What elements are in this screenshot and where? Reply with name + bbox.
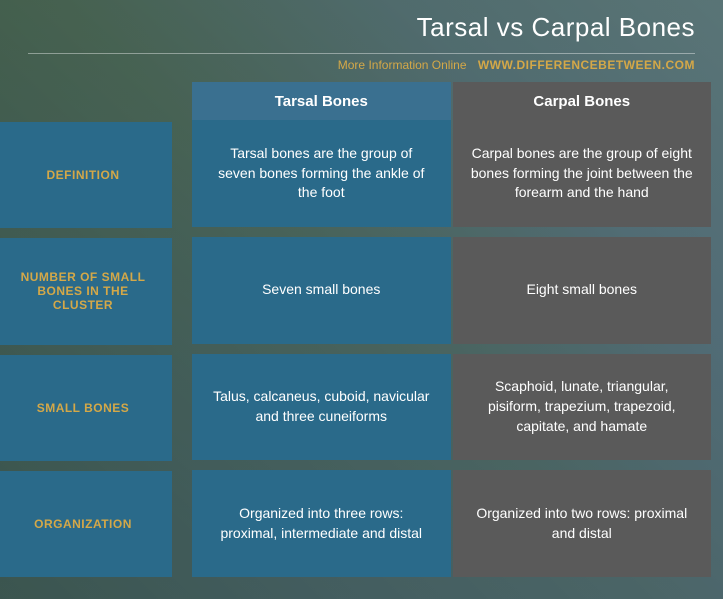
cell-tarsal-definition: Tarsal bones are the group of seven bone… bbox=[192, 120, 451, 227]
row-label-small-bones: SMALL BONES bbox=[0, 355, 172, 461]
cell-tarsal-organization: Organized into three rows: proximal, int… bbox=[192, 470, 451, 577]
header-divider bbox=[28, 53, 695, 54]
row-labels-column: DEFINITION NUMBER OF SMALL BONES IN THE … bbox=[0, 82, 172, 587]
cell-carpal-definition: Carpal bones are the group of eight bone… bbox=[453, 120, 712, 227]
cell-carpal-small-bones: Scaphoid, lunate, triangular, pisiform, … bbox=[453, 354, 712, 461]
cell-carpal-organization: Organized into two rows: proximal and di… bbox=[453, 470, 712, 577]
cell-carpal-number: Eight small bones bbox=[453, 237, 712, 344]
comparison-grid: DEFINITION NUMBER OF SMALL BONES IN THE … bbox=[0, 82, 723, 599]
comparison-infographic: Tarsal vs Carpal Bones More Information … bbox=[0, 0, 723, 599]
column-tarsal: Tarsal Bones Tarsal bones are the group … bbox=[192, 82, 451, 587]
row-label-organization: ORGANIZATION bbox=[0, 471, 172, 577]
header: Tarsal vs Carpal Bones bbox=[0, 0, 723, 47]
site-url[interactable]: WWW.DIFFERENCEBETWEEN.COM bbox=[478, 58, 695, 72]
column-header-tarsal: Tarsal Bones bbox=[192, 82, 451, 120]
subheader: More Information Online WWW.DIFFERENCEBE… bbox=[0, 58, 723, 82]
row-label-definition: DEFINITION bbox=[0, 122, 172, 228]
page-title: Tarsal vs Carpal Bones bbox=[28, 12, 695, 43]
column-carpal: Carpal Bones Carpal bones are the group … bbox=[453, 82, 712, 587]
cell-tarsal-number: Seven small bones bbox=[192, 237, 451, 344]
label-spacer bbox=[0, 82, 172, 122]
more-info-text: More Information Online bbox=[338, 58, 467, 72]
content-columns: Tarsal Bones Tarsal bones are the group … bbox=[192, 82, 711, 587]
column-header-carpal: Carpal Bones bbox=[453, 82, 712, 120]
row-label-number: NUMBER OF SMALL BONES IN THE CLUSTER bbox=[0, 238, 172, 344]
cell-tarsal-small-bones: Talus, calcaneus, cuboid, navicular and … bbox=[192, 354, 451, 461]
